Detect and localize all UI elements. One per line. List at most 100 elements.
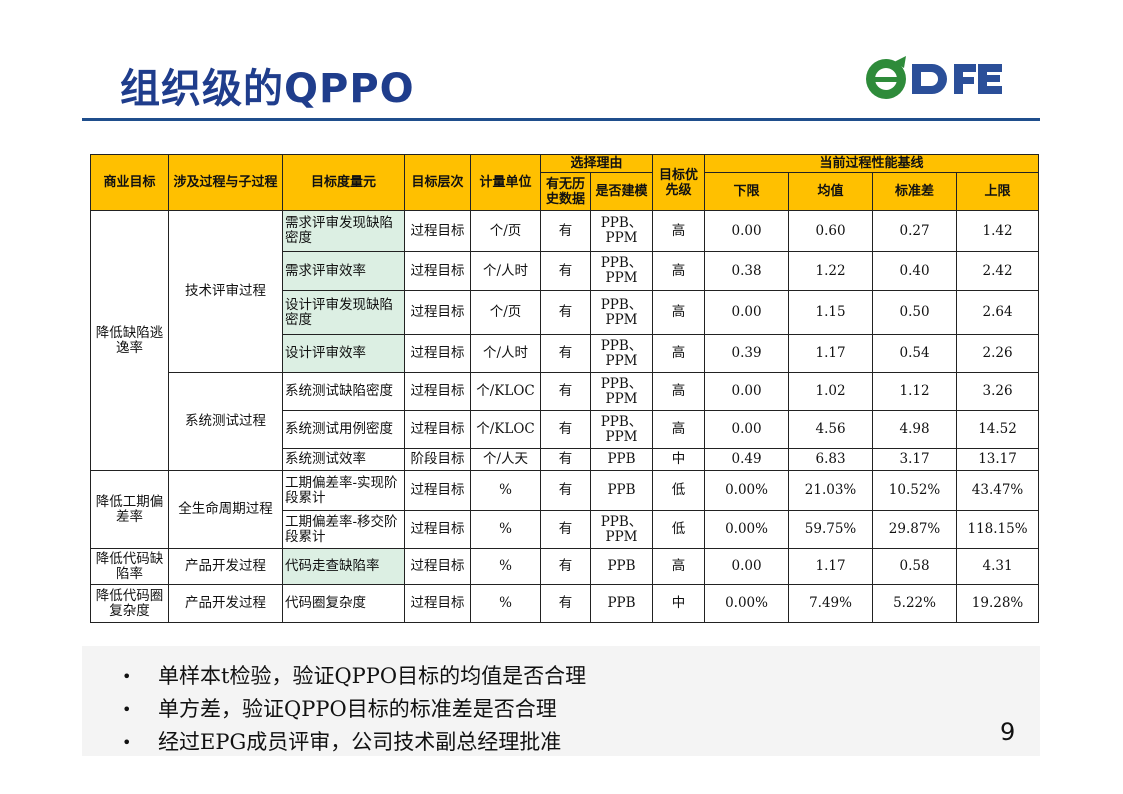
process-cell: 技术评审过程: [168, 210, 283, 373]
history-cell: 有: [540, 372, 591, 411]
unit-cell: 个/人天: [470, 448, 541, 471]
mean-cell: 59.75%: [788, 510, 874, 549]
metric-cell: 需求评审效率: [282, 251, 405, 291]
metric-cell: 工期偏差率-移交阶段累计: [282, 510, 405, 549]
mean-cell: 1.02: [788, 372, 874, 411]
header-level: 目标层次: [404, 154, 471, 211]
modeled-cell: PPB、PPM: [589, 290, 654, 335]
dfe-logo: [866, 56, 1002, 99]
lower-cell: 0.39: [704, 334, 790, 373]
process-cell: 产品开发过程: [168, 548, 283, 585]
level-cell: 过程目标: [404, 372, 471, 411]
list-item: • 经过EPG成员评审，公司技术副总经理批准: [122, 726, 586, 756]
goal-cell: 降低缺陷逃逸率: [90, 210, 169, 471]
unit-cell: %: [470, 584, 541, 623]
std-cell: 4.98: [872, 410, 958, 449]
upper-cell: 1.42: [956, 210, 1040, 252]
lower-cell: 0.00%: [704, 584, 790, 623]
modeled-cell: PPB、PPM: [589, 410, 654, 449]
level-cell: 过程目标: [404, 470, 471, 511]
level-cell: 过程目标: [404, 210, 471, 252]
title-divider: [82, 118, 1040, 121]
modeled-cell: PPB: [589, 448, 654, 471]
goal-cell: 降低工期偏差率: [90, 470, 169, 549]
metric-cell: 代码走查缺陷率: [282, 548, 405, 585]
level-cell: 过程目标: [404, 548, 471, 585]
metric-cell: 系统测试缺陷密度: [282, 372, 405, 411]
priority-cell: 高: [652, 290, 706, 335]
upper-cell: 2.64: [956, 290, 1040, 335]
header-mean: 均值: [788, 172, 874, 211]
priority-cell: 高: [652, 251, 706, 291]
metric-cell: 系统测试用例密度: [282, 410, 405, 449]
mean-cell: 6.83: [788, 448, 874, 471]
bullet-icon: •: [122, 667, 132, 686]
modeled-cell: PPB、PPM: [589, 251, 654, 291]
bullet-icon: •: [122, 733, 132, 752]
unit-cell: %: [470, 470, 541, 511]
unit-cell: %: [470, 510, 541, 549]
header-unit: 计量单位: [470, 154, 541, 211]
process-cell: 产品开发过程: [168, 584, 283, 623]
table-row: 降低代码圈复杂度 产品开发过程 代码圈复杂度 过程目标 % 有 PPB 中 0.…: [90, 584, 1040, 623]
history-cell: 有: [540, 584, 591, 623]
mean-cell: 4.56: [788, 410, 874, 449]
bottom-band: [82, 646, 1040, 756]
level-cell: 过程目标: [404, 290, 471, 335]
lower-cell: 0.00: [704, 410, 790, 449]
upper-cell: 2.26: [956, 334, 1040, 373]
table-row: 系统测试过程 系统测试缺陷密度 过程目标 个/KLOC 有 PPB、PPM 高 …: [91, 372, 1040, 471]
lower-cell: 0.00: [704, 290, 790, 335]
modeled-cell: PPB、PPM: [589, 210, 654, 252]
level-cell: 过程目标: [404, 584, 471, 623]
lower-cell: 0.49: [704, 448, 790, 471]
process-cell: 全生命周期过程: [168, 470, 283, 549]
metric-cell: 工期偏差率-实现阶段累计: [282, 470, 405, 511]
metric-cell: 设计评审发现缺陷密度: [282, 290, 405, 335]
bullet-list: • 单样本t检验，验证QPPO目标的均值是否合理 • 单方差，验证QPPO目标的标准…: [122, 660, 586, 756]
bullet-text: 单样本t检验，验证QPPO目标的均值是否合理: [158, 664, 587, 688]
bullet-icon: •: [122, 700, 132, 719]
header-priority: 目标优先级: [652, 154, 706, 211]
priority-cell: 高: [652, 372, 706, 411]
list-item: • 单方差，验证QPPO目标的标准差是否合理: [122, 693, 586, 726]
goal-cell: 降低代码圈复杂度: [90, 584, 169, 623]
mean-cell: 1.15: [788, 290, 874, 335]
page-number: 9: [1000, 718, 1016, 746]
std-cell: 10.52%: [872, 470, 958, 511]
lower-cell: 0.00: [704, 372, 790, 411]
priority-cell: 中: [652, 584, 706, 623]
priority-cell: 低: [652, 470, 706, 511]
level-cell: 过程目标: [404, 410, 471, 449]
mean-cell: 7.49%: [788, 584, 874, 623]
process-cell: 系统测试过程: [168, 372, 283, 471]
std-cell: 29.87%: [872, 510, 958, 549]
modeled-cell: PPB、PPM: [589, 510, 654, 549]
table-row: 降低缺陷逃逸率 技术评审过程 需求评审发现缺陷密度 过程目标 个/页 有 PPB…: [90, 210, 1040, 471]
header-history: 有无历史数据: [540, 172, 591, 211]
priority-cell: 高: [652, 334, 706, 373]
goal-cell: 降低代码缺陷率: [90, 548, 169, 585]
table-row: 系统测试效率 阶段目标 个/人天 有 PPB 中 0.49 6.83 3.17 …: [91, 448, 1040, 471]
upper-cell: 13.17: [956, 448, 1040, 471]
bullet-text: 单方差，验证QPPO目标的标准差是否合理: [158, 697, 557, 721]
std-cell: 0.50: [872, 290, 958, 335]
lower-cell: 0.38: [704, 251, 790, 291]
table-row: 降低代码缺陷率 产品开发过程 代码走查缺陷率 过程目标 % 有 PPB 高 0.…: [90, 548, 1040, 585]
table-row: 需求评审效率 过程目标 个/人时 有 PPB、PPM 高 0.38 1.22 0…: [91, 251, 1040, 291]
unit-cell: 个/人时: [470, 334, 541, 373]
mean-cell: 1.17: [788, 548, 874, 585]
mean-cell: 1.22: [788, 251, 874, 291]
unit-cell: 个/人时: [470, 251, 541, 291]
list-item: • 单样本t检验，验证QPPO目标的均值是否合理: [122, 660, 586, 693]
metric-cell: 系统测试效率: [282, 448, 405, 471]
history-cell: 有: [540, 548, 591, 585]
qppo-table-body: 降低缺陷逃逸率 技术评审过程 需求评审发现缺陷密度 过程目标 个/页 有 PPB…: [90, 210, 1040, 623]
metric-cell: 代码圈复杂度: [282, 584, 405, 623]
std-cell: 0.27: [872, 210, 958, 252]
lower-cell: 0.00: [704, 210, 790, 252]
bullet-text: 经过EPG成员评审，公司技术副总经理批准: [158, 730, 562, 754]
unit-cell: 个/页: [470, 290, 541, 335]
modeled-cell: PPB: [589, 584, 654, 623]
mean-cell: 0.60: [788, 210, 874, 252]
